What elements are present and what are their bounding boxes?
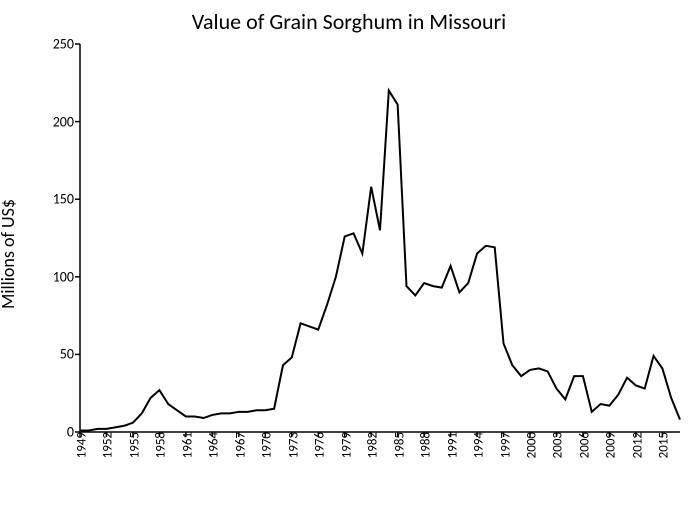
x-tick-label: 1994: [468, 432, 487, 458]
x-tick-label: 1949: [71, 432, 90, 458]
x-tick-label: 2012: [626, 432, 645, 458]
x-tick-label: 2000: [521, 432, 540, 458]
x-tick-label: 1958: [150, 432, 169, 458]
y-tick-label: 250: [53, 36, 80, 53]
x-tick-label: 1970: [256, 432, 275, 458]
x-tick-label: 1988: [415, 432, 434, 458]
x-tick-label: 1997: [494, 432, 513, 458]
x-tick-label: 1991: [441, 432, 460, 458]
x-tick-label: 2006: [573, 432, 592, 458]
y-tick-label: 100: [53, 268, 80, 285]
x-tick-label: 1952: [97, 432, 116, 458]
chart-title: Value of Grain Sorghum in Missouri: [0, 8, 698, 35]
y-tick-label: 150: [53, 191, 80, 208]
y-axis-label: Millions of US$: [0, 199, 19, 309]
axes: [80, 44, 680, 432]
x-tick-label: 1964: [203, 432, 222, 458]
y-tick-label: 50: [60, 346, 80, 363]
x-tick-label: 1961: [176, 432, 195, 458]
x-tick-label: 1955: [123, 432, 142, 458]
x-tick-label: 2015: [653, 432, 672, 458]
x-tick-label: 1979: [335, 432, 354, 458]
x-tick-label: 1967: [229, 432, 248, 458]
x-tick-label: 1985: [388, 432, 407, 458]
x-tick-label: 1982: [362, 432, 381, 458]
chart-svg: [80, 44, 680, 432]
x-tick-label: 2009: [600, 432, 619, 458]
series-line: [80, 91, 680, 431]
x-tick-label: 1973: [282, 432, 301, 458]
x-tick-label: 2003: [547, 432, 566, 458]
x-tick-label: 1976: [309, 432, 328, 458]
chart-container: Value of Grain Sorghum in Missouri Milli…: [0, 0, 698, 507]
y-tick-label: 200: [53, 113, 80, 130]
plot-area: 0501001502002501949195219551958196119641…: [80, 44, 680, 432]
